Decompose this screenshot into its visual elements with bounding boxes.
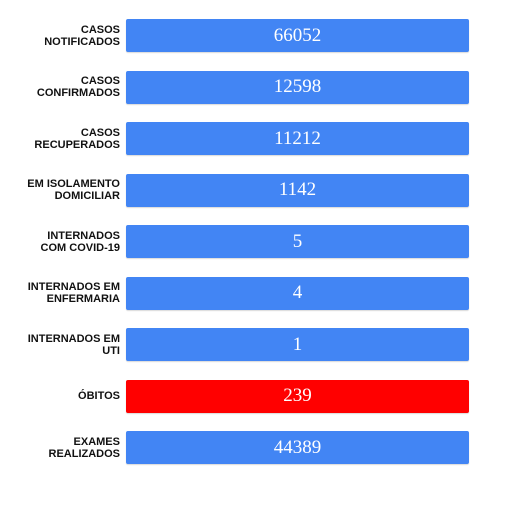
value-box: 239 [126,379,469,413]
row-label: ÓBITOS [0,380,120,413]
label-line: COM COVID-19 [40,241,120,254]
label-line: CASOS [80,126,120,139]
label-line: RECUPERADOS [34,138,120,151]
value-box: 4 [126,276,469,310]
value-box: 5 [126,225,469,258]
label-line: REALIZADOS [48,447,121,460]
value-box: 12598 [126,70,469,104]
label-line: INTERNADOS EM [27,332,120,345]
label-line: EXAMES [73,435,120,448]
value-box: 11212 [126,122,469,155]
row-label: CASOS NOTIFICADOS [0,19,120,52]
row-label: EXAMES REALIZADOS [0,431,121,464]
label-line: DOMICILIAR [54,190,120,202]
row-label: EM ISOLAMENTO DOMICILIAR [0,174,120,207]
label-line: INTERNADOS EM [27,281,120,293]
value-box: 1142 [126,173,469,207]
row-label: CASOS RECUPERADOS [0,122,120,155]
row-label: CASOS CONFIRMADOS [0,71,120,104]
row-label: INTERNADOS COM COVID-19 [0,225,120,258]
label-line: UTI [102,344,120,357]
label-line: ÓBITOS [78,390,120,402]
value-box: 1 [126,328,469,361]
row-label: INTERNADOS EM ENFERMARIA [0,277,120,310]
label-line: INTERNADOS [47,229,120,242]
label-line: NOTIFICADOS [44,35,120,48]
row-label: INTERNADOS EM UTI [0,328,120,361]
label-line: EM ISOLAMENTO [27,178,120,190]
label-line: CASOS [80,75,120,87]
value-box: 66052 [126,19,469,52]
label-line: CONFIRMADOS [36,87,120,99]
label-line: ENFERMARIA [46,293,120,305]
value-box: 44389 [126,431,469,464]
label-line: CASOS [80,23,120,36]
